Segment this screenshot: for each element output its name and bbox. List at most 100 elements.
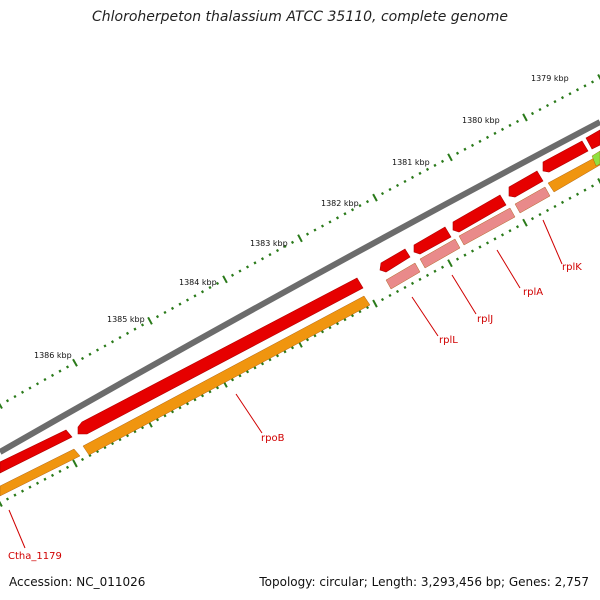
leader-rplj	[451, 274, 477, 315]
cds-rplj-fwd	[413, 226, 452, 255]
outer-major-tick	[0, 402, 3, 409]
inner-minor-tick	[230, 378, 235, 382]
inner-major-tick	[597, 178, 600, 185]
inner-major-tick	[72, 459, 78, 468]
outer-minor-tick	[590, 80, 595, 84]
inner-major-tick	[522, 218, 528, 227]
outer-minor-tick	[163, 310, 167, 315]
cds-rpla-rev	[458, 207, 516, 246]
outer-minor-tick	[193, 294, 197, 298]
inner-minor-tick	[43, 477, 47, 481]
inner-minor-tick	[493, 237, 497, 241]
gene-label-rpob: rpoB	[261, 433, 285, 444]
gene-label-rpla: rplA	[523, 287, 543, 298]
inner-minor-tick	[35, 481, 40, 485]
inner-minor-tick	[50, 473, 55, 477]
scale-label-1386: 1386 kbp	[34, 351, 72, 360]
inner-minor-tick	[155, 418, 160, 422]
outer-minor-tick	[103, 344, 107, 348]
outer-major-tick	[522, 113, 528, 122]
outer-minor-tick	[118, 335, 122, 340]
outer-minor-tick	[283, 244, 287, 249]
scale-label-1381: 1381 kbp	[392, 158, 430, 167]
outer-minor-tick	[238, 269, 242, 273]
outer-minor-tick	[508, 123, 512, 128]
gene-label-rplk: rplK	[562, 262, 582, 273]
outer-minor-tick	[395, 183, 400, 188]
inner-minor-tick	[65, 465, 70, 469]
cds-edge-fwd	[585, 129, 600, 150]
outer-minor-tick	[343, 212, 347, 216]
outer-minor-tick	[155, 315, 160, 319]
inner-minor-tick	[568, 196, 572, 200]
outer-minor-tick	[583, 84, 587, 88]
outer-minor-tick	[433, 163, 437, 167]
outer-minor-tick	[43, 377, 47, 382]
scale-ticks	[0, 74, 600, 507]
cds-next-rev	[547, 156, 600, 193]
leader-ctha1179	[8, 509, 26, 549]
outer-minor-tick	[418, 171, 422, 175]
inner-minor-tick	[253, 366, 257, 370]
inner-minor-tick	[305, 338, 310, 342]
inner-minor-tick	[163, 414, 167, 418]
inner-minor-tick	[515, 225, 520, 229]
inner-minor-tick	[545, 208, 550, 213]
outer-minor-tick	[290, 240, 295, 244]
inner-minor-tick	[433, 269, 437, 273]
inner-minor-tick	[290, 346, 295, 350]
scale-labels: 1379 kbp 1380 kbp 1381 kbp 1382 kbp 1383…	[34, 74, 569, 360]
outer-minor-tick	[305, 232, 310, 236]
inner-major-tick	[372, 299, 378, 308]
inner-minor-tick	[268, 358, 272, 362]
inner-minor-tick	[283, 350, 287, 354]
outer-minor-tick	[545, 103, 550, 108]
outer-major-tick	[297, 234, 303, 243]
outer-minor-tick	[215, 281, 220, 286]
outer-minor-tick	[380, 191, 385, 196]
outer-major-tick	[222, 275, 228, 284]
inner-minor-tick	[208, 390, 212, 394]
cds-rplk-rev	[514, 186, 551, 214]
outer-minor-tick	[125, 331, 130, 335]
outer-major-tick	[372, 193, 378, 202]
inner-minor-tick	[380, 297, 385, 302]
inner-minor-tick	[313, 334, 317, 338]
outer-minor-tick	[575, 88, 580, 92]
outer-minor-tick	[335, 216, 340, 220]
inner-minor-tick	[365, 305, 370, 310]
inner-minor-tick	[583, 188, 587, 192]
inner-minor-tick	[470, 249, 475, 253]
inner-minor-tick	[418, 277, 422, 281]
gene-label-ctha1179: Ctha_1179	[8, 551, 62, 562]
inner-minor-tick	[13, 493, 17, 497]
outer-minor-tick	[313, 228, 317, 232]
inner-minor-tick	[410, 281, 415, 285]
inner-minor-tick	[260, 362, 265, 366]
inner-minor-tick	[133, 430, 137, 434]
outer-minor-tick	[200, 290, 205, 294]
inner-minor-tick	[553, 204, 557, 209]
inner-minor-tick	[58, 469, 62, 473]
cds-rpll-fwd	[379, 248, 411, 273]
inner-minor-tick	[178, 406, 182, 410]
outer-minor-tick	[328, 220, 332, 224]
map-title: Chloroherpeton thalassium ATCC 35110, co…	[92, 9, 508, 25]
outer-minor-tick	[65, 365, 70, 369]
inner-minor-tick	[275, 354, 280, 358]
scale-label-1384: 1384 kbp	[179, 278, 217, 287]
inner-minor-tick	[538, 212, 542, 217]
outer-minor-tick	[245, 265, 250, 269]
outer-minor-tick	[478, 139, 482, 143]
scale-label-1379: 1379 kbp	[531, 74, 569, 83]
leader-rpla	[496, 249, 521, 289]
leader-rplk	[542, 219, 563, 265]
outer-minor-tick	[88, 352, 92, 356]
inner-minor-tick	[358, 309, 362, 314]
inner-minor-tick	[440, 265, 445, 269]
leader-rpob	[235, 393, 263, 434]
cds-ctha1179-rev	[0, 448, 81, 497]
outer-minor-tick	[485, 135, 490, 139]
outer-minor-tick	[13, 394, 17, 399]
inner-minor-tick	[478, 245, 482, 249]
